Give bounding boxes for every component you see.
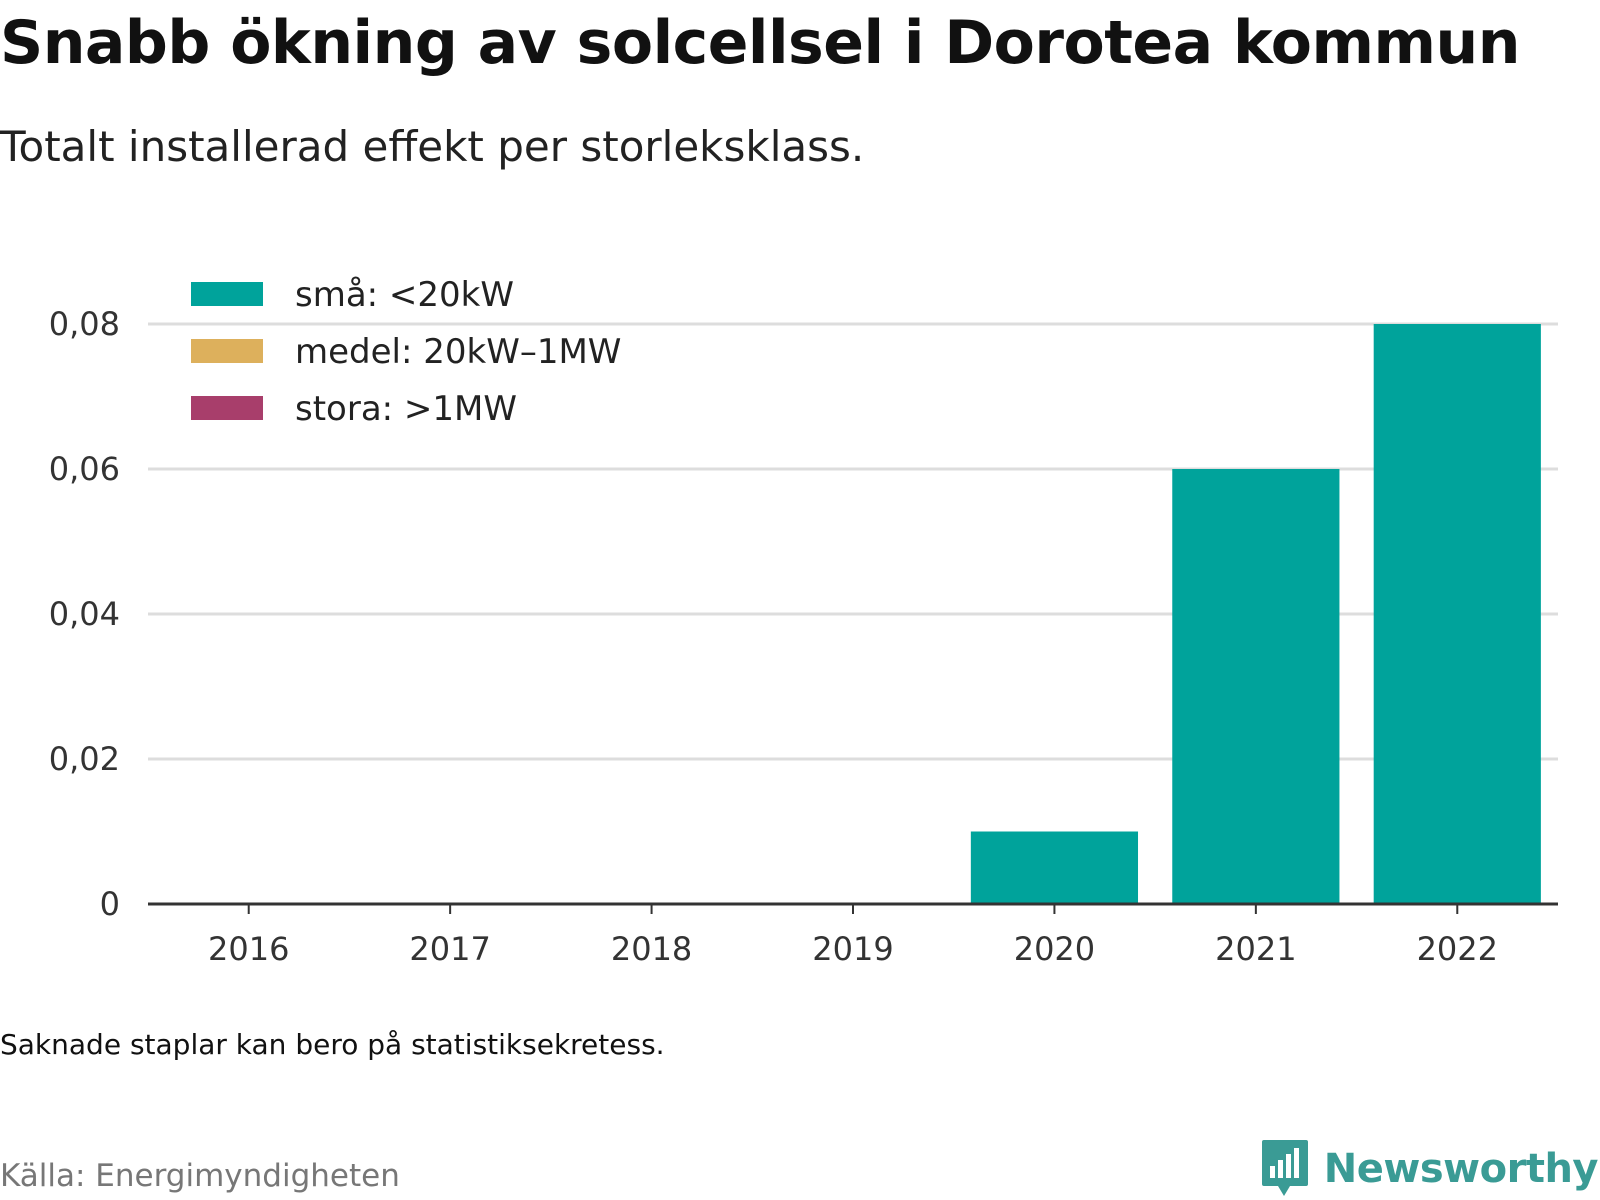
footnote: Saknade staplar kan bero på statistiksek… [0, 1028, 665, 1061]
x-tick-label: 2019 [812, 930, 893, 968]
bar-2021 [1172, 469, 1340, 904]
y-tick-label: 0,04 [49, 595, 120, 633]
bar-chart: 00,020,040,060,08 2016 2017 2018 2019 2020 20… [49, 275, 1558, 968]
x-tick-label: 2021 [1215, 930, 1296, 968]
brand-logo: Newsworthy [1260, 1138, 1599, 1200]
chart-subtitle: Totalt installerad effekt per storlekskl… [0, 122, 865, 171]
x-axis: 2016 2017 2018 2019 2020 2021 2022 [148, 902, 1558, 968]
legend-label: små: <20kW [295, 275, 514, 315]
source-label: Källa: Energimyndigheten [0, 1158, 400, 1194]
y-tick-label: 0 [100, 885, 120, 923]
bar-2020 [970, 831, 1139, 904]
y-tick-label: 0,06 [49, 450, 120, 488]
y-axis-labels: 0 0,02 0,04 0,06 0,08 [49, 305, 120, 923]
legend: små: <20kW medel: 20kW–1MW stora: >1MW [191, 275, 621, 429]
bar-2022 [1373, 324, 1541, 904]
chart-title: Snabb ökning av solcellsel i Dorotea kom… [0, 8, 1520, 78]
x-tick-label: 2022 [1417, 930, 1498, 968]
brand-name: Newsworthy [1323, 1146, 1599, 1192]
y-tick-label: 0,08 [49, 305, 120, 343]
legend-swatch [191, 396, 263, 420]
x-tick-label: 2016 [208, 930, 289, 968]
legend-label: stora: >1MW [295, 389, 517, 429]
bars [970, 324, 1541, 904]
legend-swatch [191, 282, 263, 306]
legend-swatch [191, 339, 263, 363]
legend-label: medel: 20kW–1MW [295, 332, 621, 372]
x-tick-label: 2020 [1014, 930, 1095, 968]
bar-chart-speech-bubble-icon [1261, 1140, 1308, 1196]
x-tick-label: 2018 [611, 930, 692, 968]
y-tick-label: 0,02 [49, 740, 120, 778]
x-tick-label: 2017 [409, 930, 490, 968]
